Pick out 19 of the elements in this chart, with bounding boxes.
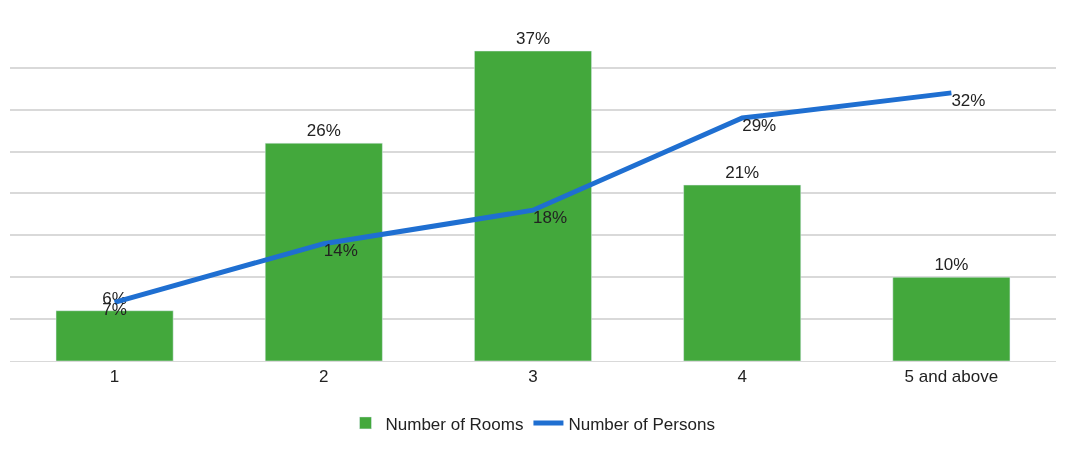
data-label: 21% [725, 163, 760, 183]
bar [474, 50, 592, 361]
data-label: 32% [951, 90, 986, 110]
bar [683, 184, 802, 361]
bar [892, 276, 1011, 361]
data-label: 10% [934, 255, 969, 275]
x-tick-label: 3 [528, 367, 538, 387]
data-label: 37% [515, 29, 551, 48]
x-tick-label: 2 [319, 367, 329, 387]
x-tick-label: 5 and above [904, 367, 999, 387]
data-label: 26% [306, 121, 341, 141]
data-label: 18% [533, 207, 568, 227]
x-tick-label: 4 [737, 367, 747, 387]
data-label: 14% [323, 241, 358, 261]
data-label: 29% [742, 115, 777, 135]
x-tick-label: 1 [109, 367, 120, 387]
legend-label: Number of Rooms [385, 414, 524, 434]
bar [264, 142, 383, 361]
legend-label: Number of Persons [568, 414, 715, 434]
